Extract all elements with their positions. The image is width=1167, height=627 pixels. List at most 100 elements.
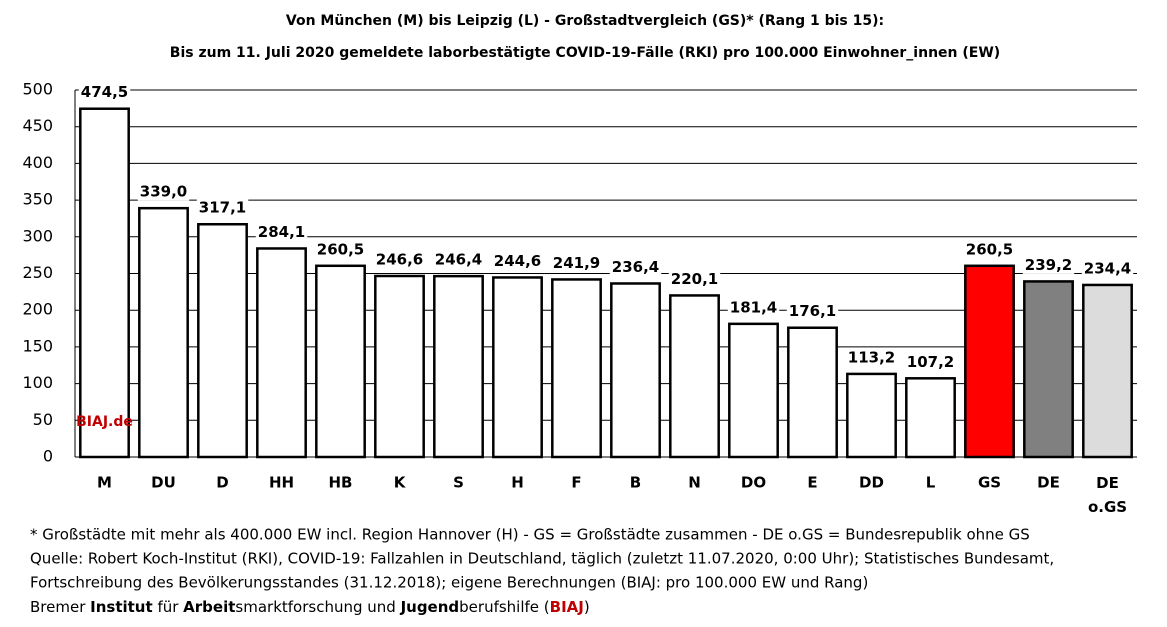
value-label: 234,4 (1084, 259, 1131, 277)
credit-part: smarktforschung und (235, 598, 400, 616)
x-tick-label: N (688, 474, 701, 492)
value-label: 244,6 (494, 252, 541, 270)
bar (1023, 280, 1074, 459)
bar (138, 206, 189, 459)
value-label: 260,5 (317, 240, 364, 258)
bar (433, 274, 484, 459)
value-label: 176,1 (789, 302, 836, 320)
label-background (727, 298, 780, 317)
value-label: 260,5 (966, 240, 1013, 258)
x-tick-label: S (453, 474, 464, 492)
y-tick-label: 250 (22, 263, 53, 282)
credit-part: BIAJ (550, 598, 584, 616)
credit-part: Bremer (30, 598, 90, 616)
credit-part: Jugend (400, 598, 460, 616)
x-tick-label: E (807, 474, 817, 492)
label-background (904, 352, 957, 371)
credit-part: für (153, 598, 184, 616)
bar (492, 276, 543, 459)
bar (846, 372, 897, 459)
bar (79, 107, 130, 459)
x-tick-label: DE (1037, 474, 1060, 492)
x-tick-label: DU (151, 474, 176, 492)
label-background (78, 83, 131, 102)
value-label: 284,1 (258, 223, 305, 241)
x-tick-label: DD (859, 474, 884, 492)
footnote: * Großstädte mit mehr als 400.000 EW inc… (30, 526, 1030, 544)
bar (964, 264, 1015, 459)
value-label: 113,2 (848, 348, 895, 366)
watermark: BIAJ.de (76, 414, 133, 430)
label-background (255, 222, 308, 241)
label-background (668, 269, 721, 288)
bar (610, 282, 661, 459)
label-background (491, 251, 544, 270)
label-background (609, 257, 662, 276)
chart-title: Von München (M) bis Leipzig (L) - Großst… (286, 13, 884, 29)
y-tick-label: 350 (22, 190, 53, 209)
credit: Bremer Institut für Arbeitsmarktforschun… (30, 598, 590, 616)
label-background (550, 253, 603, 272)
x-tick-label: M (97, 474, 112, 492)
label-background (963, 240, 1016, 259)
x-tick-label: F (571, 474, 581, 492)
y-tick-label: 400 (22, 153, 53, 172)
x-tick-label: L (926, 474, 936, 492)
x-tick-label: HB (329, 474, 353, 492)
value-label: 107,2 (907, 353, 954, 371)
label-background (137, 182, 190, 201)
y-tick-label: 300 (22, 226, 53, 245)
label-background (432, 250, 485, 269)
credit-part: Institut (90, 598, 153, 616)
label-background (373, 250, 426, 269)
bar (787, 326, 838, 459)
bar (197, 222, 248, 459)
label-background (196, 198, 249, 217)
y-tick-label: 500 (22, 80, 53, 99)
y-tick-label: 150 (22, 336, 53, 355)
value-label: 239,2 (1025, 256, 1072, 274)
value-label: 220,1 (671, 270, 718, 288)
footnote: Fortschreibung des Bevölkerungsstandes (… (30, 574, 868, 592)
y-tick-label: 0 (43, 447, 53, 466)
y-tick-label: 100 (22, 373, 53, 392)
bar (669, 294, 720, 459)
x-tick-label: D (216, 474, 228, 492)
value-label: 474,5 (81, 83, 128, 101)
bar (1082, 283, 1133, 459)
y-tick-label: 450 (22, 116, 53, 135)
value-label: 339,0 (140, 183, 187, 201)
bar (728, 322, 779, 459)
credit-part: ) (584, 598, 590, 616)
x-tick-label: DO (741, 474, 766, 492)
x-tick-label: HH (269, 474, 294, 492)
label-background (1022, 255, 1075, 274)
label-background (1081, 259, 1134, 278)
value-label: 181,4 (730, 298, 777, 316)
label-background (786, 302, 839, 321)
label-background (314, 240, 367, 259)
bar (551, 278, 602, 459)
value-label: 317,1 (199, 199, 246, 217)
x-tick-label: DE o.GS (1088, 474, 1127, 516)
x-tick-label: GS (978, 474, 1001, 492)
bar (905, 377, 956, 459)
bar (256, 247, 307, 459)
y-tick-label: 50 (33, 410, 53, 429)
credit-part: berufshilfe ( (459, 598, 550, 616)
value-label: 246,6 (376, 250, 423, 268)
footnote: Quelle: Robert Koch-Institut (RKI), COVI… (30, 550, 1054, 568)
x-tick-label: H (511, 474, 524, 492)
chart-subtitle: Bis zum 11. Juli 2020 gemeldete laborbes… (170, 45, 1000, 61)
credit-part: Arbeit (183, 598, 235, 616)
value-label: 236,4 (612, 258, 659, 276)
label-background (845, 348, 898, 367)
value-label: 241,9 (553, 254, 600, 272)
x-tick-label: K (394, 474, 407, 492)
y-tick-label: 200 (22, 300, 53, 319)
bar (374, 274, 425, 459)
x-tick-label: B (630, 474, 641, 492)
value-label: 246,4 (435, 251, 482, 269)
bar (315, 264, 366, 459)
